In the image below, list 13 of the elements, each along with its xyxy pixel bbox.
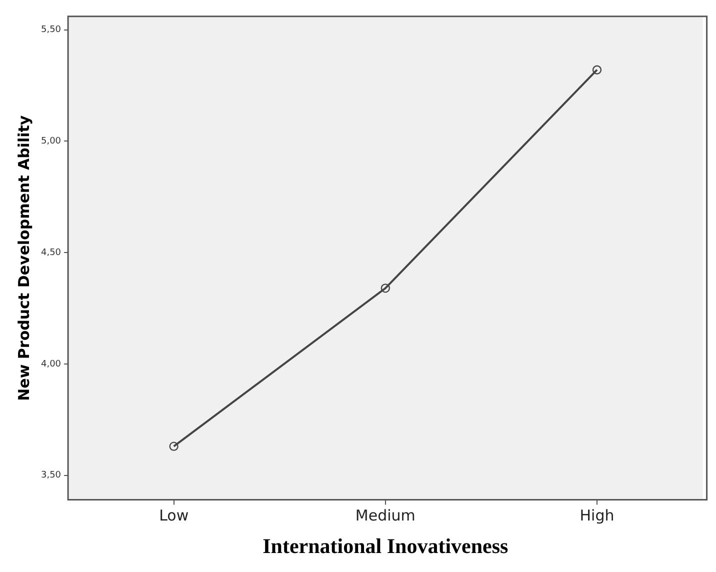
y-tick-label: 3,50: [40, 470, 62, 481]
y-tick-label: 5,50: [40, 25, 62, 36]
point: [592, 65, 602, 74]
y-axis-title: New Product Development Ability: [14, 115, 33, 401]
x-axis-title: International Inovativeness: [262, 534, 508, 558]
y-tick-label: 4,00: [40, 359, 62, 370]
point: [169, 442, 178, 451]
y-tick-label: 4,50: [40, 248, 62, 258]
x-tick-label: Medium: [355, 506, 416, 525]
x-tick-label: High: [580, 506, 614, 525]
y-tick-label: 5,00: [40, 136, 62, 146]
point: [380, 284, 390, 293]
x-tick-label: Low: [159, 506, 189, 525]
